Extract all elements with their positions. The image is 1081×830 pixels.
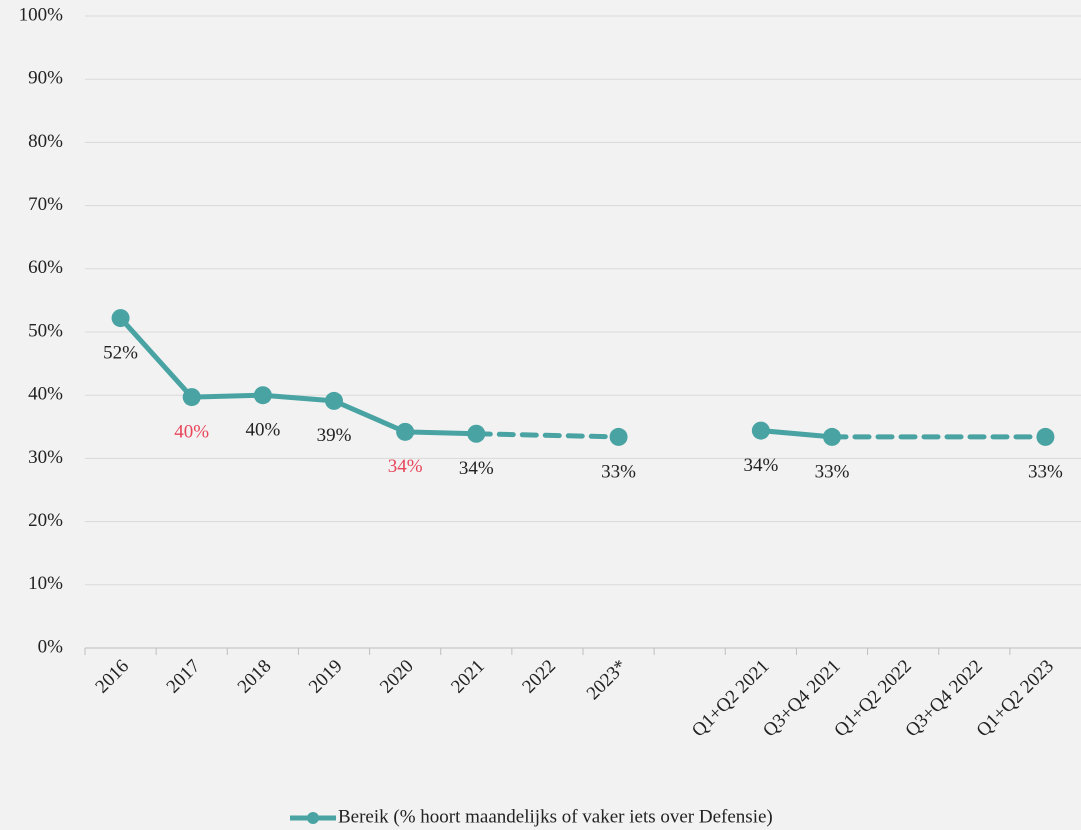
line-segment bbox=[758, 428, 835, 440]
x-tick-label: 2019 bbox=[305, 656, 347, 698]
y-tick-label: 0% bbox=[38, 636, 64, 657]
data-label: 34% bbox=[388, 456, 423, 477]
line-segment bbox=[260, 392, 337, 404]
marker bbox=[467, 424, 486, 443]
data-label: 33% bbox=[601, 461, 636, 482]
x-tick-label: 2020 bbox=[376, 656, 418, 698]
marker bbox=[609, 427, 628, 446]
y-tick-label: 80% bbox=[28, 131, 63, 152]
data-label: 34% bbox=[459, 458, 494, 479]
x-tick-label: 2022 bbox=[518, 656, 560, 698]
x-tick-label: Q1+Q2 2023 bbox=[973, 656, 1059, 742]
y-tick-label: 90% bbox=[28, 68, 63, 89]
x-tick-label: 2017 bbox=[163, 656, 205, 698]
marker bbox=[1036, 427, 1055, 446]
marker bbox=[751, 421, 770, 440]
data-label: 34% bbox=[743, 455, 778, 476]
marker bbox=[823, 427, 841, 446]
marker bbox=[325, 391, 343, 410]
data-label: 40% bbox=[245, 420, 280, 441]
line-segment bbox=[473, 431, 622, 440]
y-tick-label: 30% bbox=[28, 447, 63, 468]
marker bbox=[182, 388, 201, 407]
legend-label: Bereik (% hoort maandelijks of vaker iet… bbox=[338, 806, 773, 827]
data-label: 52% bbox=[103, 342, 138, 363]
y-tick-label: 50% bbox=[28, 320, 63, 341]
y-tick-label: 60% bbox=[28, 257, 63, 278]
marker bbox=[111, 309, 130, 328]
data-label: 33% bbox=[1028, 461, 1063, 482]
x-tick-label: 2018 bbox=[234, 656, 276, 698]
marker bbox=[253, 386, 272, 405]
x-tick-label: 2021 bbox=[447, 656, 489, 698]
y-tick-label: 10% bbox=[28, 573, 63, 594]
line-segment bbox=[189, 392, 266, 400]
data-label: 33% bbox=[815, 461, 850, 482]
line-segment bbox=[118, 315, 195, 400]
legend-marker bbox=[307, 812, 319, 824]
line-segment bbox=[402, 429, 479, 437]
line-segment bbox=[331, 398, 408, 435]
data-label: 39% bbox=[317, 425, 352, 446]
marker bbox=[396, 422, 415, 441]
y-tick-label: 20% bbox=[28, 510, 63, 531]
x-tick-label: 2016 bbox=[91, 656, 133, 698]
y-tick-label: 40% bbox=[28, 384, 63, 405]
y-tick-label: 100% bbox=[19, 4, 64, 25]
y-tick-label: 70% bbox=[28, 194, 63, 215]
data-label: 40% bbox=[174, 421, 209, 442]
x-tick-label: 2023* bbox=[583, 656, 631, 704]
